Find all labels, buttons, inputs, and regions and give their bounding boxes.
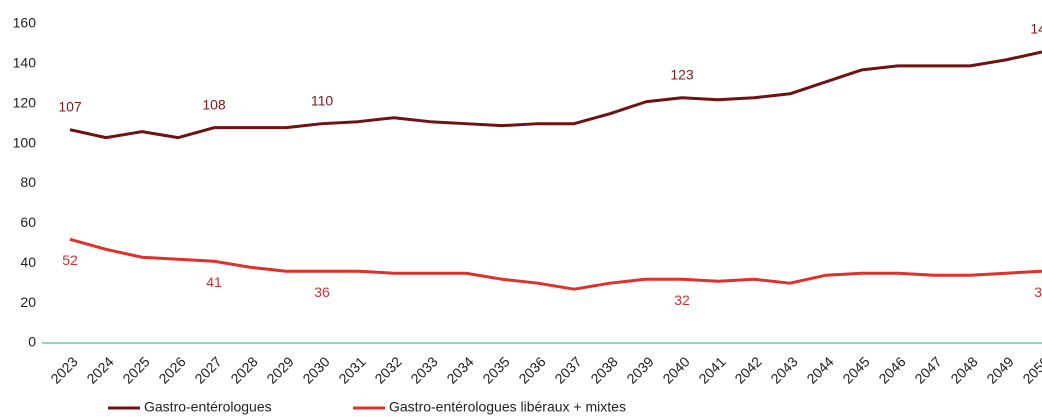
data-label: 36 [1034, 284, 1042, 300]
legend-label: Gastro-entérologues libéraux + mixtes [389, 399, 626, 415]
x-tick-label: 2044 [803, 353, 836, 386]
x-tick-label: 2025 [119, 353, 152, 386]
y-tick-label: 20 [20, 294, 36, 310]
data-label: 52 [62, 252, 78, 268]
legend-label: Gastro-entérologues [144, 399, 272, 415]
data-label: 110 [311, 92, 334, 108]
x-tick-label: 2023 [47, 353, 80, 386]
x-tick-label: 2027 [191, 353, 224, 386]
x-tick-label: 2039 [623, 353, 656, 386]
x-tick-label: 2024 [83, 353, 116, 386]
data-label: 32 [674, 292, 690, 308]
x-tick-label: 2036 [515, 353, 548, 386]
x-tick-label: 2042 [731, 353, 764, 386]
y-tick-label: 80 [20, 174, 36, 190]
x-tick-label: 2047 [911, 353, 944, 386]
x-tick-label: 2049 [983, 353, 1016, 386]
x-tick-label: 2031 [335, 353, 368, 386]
x-tick-label: 2043 [767, 353, 800, 386]
x-tick-label: 2045 [839, 353, 872, 386]
series-line [69, 50, 1042, 140]
x-tick-label: 2026 [155, 353, 188, 386]
x-tick-label: 2046 [875, 353, 908, 386]
x-tick-label: 2033 [407, 353, 440, 386]
data-label: 123 [670, 66, 694, 82]
y-tick-label: 100 [13, 134, 37, 150]
x-tick-label: 2028 [227, 353, 260, 386]
x-tick-label: 2034 [443, 353, 476, 386]
y-tick-label: 60 [20, 214, 36, 230]
x-tick-label: 2037 [551, 353, 584, 386]
y-tick-label: 40 [20, 254, 36, 270]
x-tick-label: 2050 [1019, 353, 1042, 386]
x-tick-label: 2035 [479, 353, 512, 386]
x-tick-label: 2038 [587, 353, 620, 386]
x-tick-label: 2041 [695, 353, 728, 386]
y-tick-label: 0 [28, 334, 36, 350]
x-tick-label: 2032 [371, 353, 404, 386]
data-label: 108 [202, 96, 226, 112]
y-tick-label: 160 [13, 15, 37, 31]
series-line [69, 237, 1042, 291]
x-tick-label: 2030 [299, 353, 332, 386]
data-label: 107 [58, 98, 82, 114]
data-label: 146 [1030, 21, 1042, 37]
y-tick-label: 140 [13, 55, 37, 71]
y-tick-label: 120 [13, 94, 37, 110]
x-tick-label: 2040 [659, 353, 692, 386]
data-label: 36 [314, 284, 330, 300]
x-tick-label: 2048 [947, 353, 980, 386]
x-tick-label: 2029 [263, 353, 296, 386]
data-label: 41 [206, 274, 222, 290]
